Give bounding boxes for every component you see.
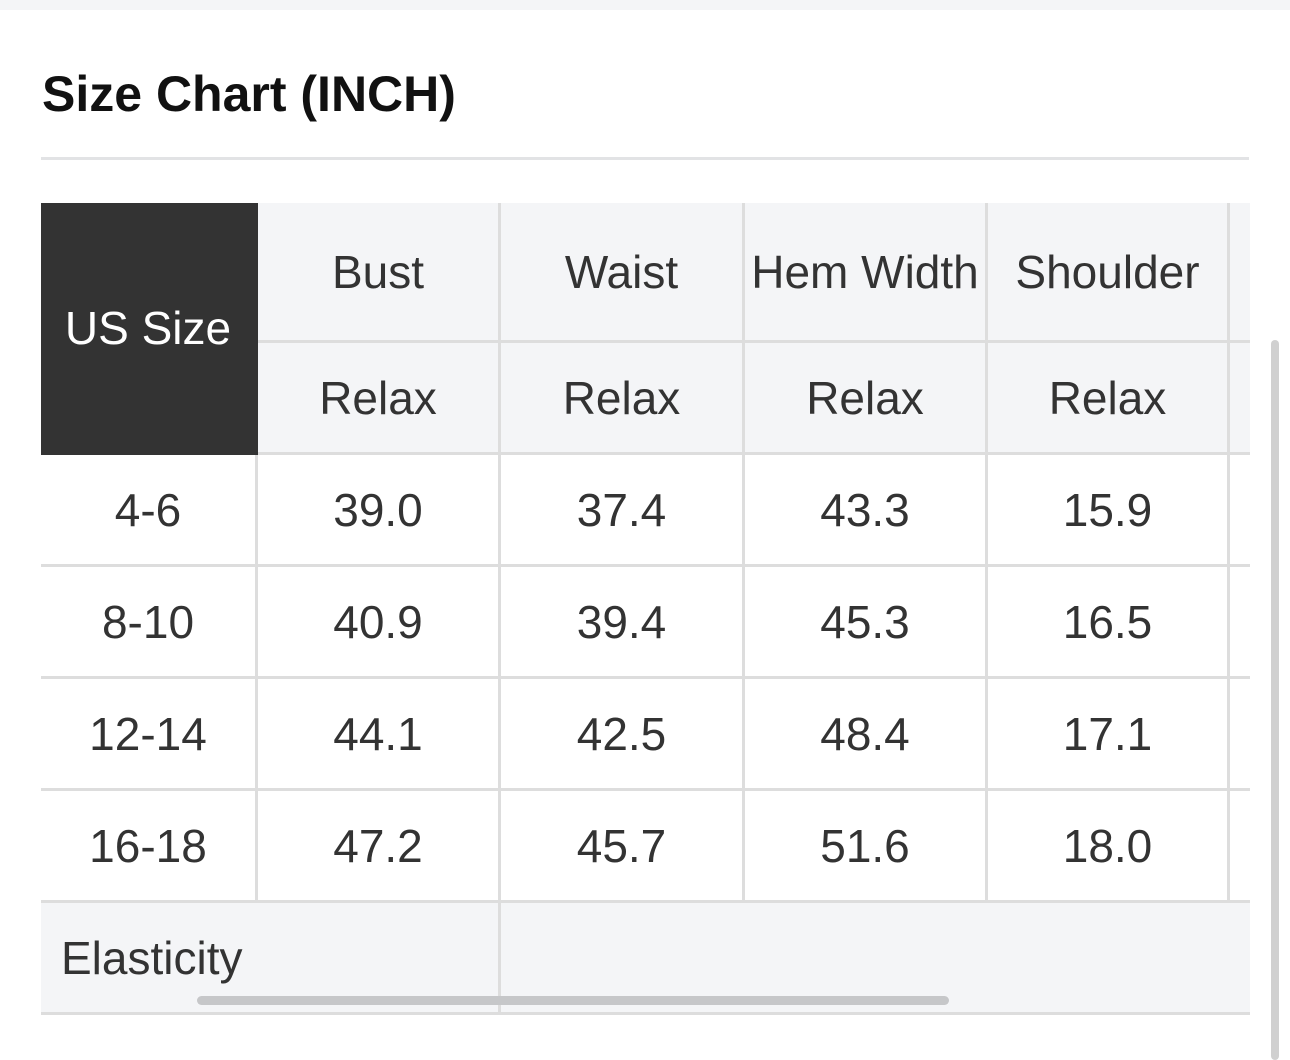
value-cell: 17.1 — [988, 679, 1230, 791]
value-cell: 48.4 — [745, 679, 988, 791]
value-cell: 39.0 — [258, 455, 501, 567]
subheader-relax: Relax — [258, 343, 501, 455]
subheader-relax: Relax — [501, 343, 745, 455]
vertical-scrollbar[interactable] — [1271, 340, 1279, 1060]
partial-cell — [1230, 567, 1250, 679]
partial-cell — [1230, 679, 1250, 791]
value-cell: 43.3 — [745, 455, 988, 567]
value-cell: 47.2 — [258, 791, 501, 903]
partial-cell — [1230, 455, 1250, 567]
value-cell: 39.4 — [501, 567, 745, 679]
size-cell: 8-10 — [41, 567, 258, 679]
column-header-waist: Waist — [501, 203, 745, 343]
value-cell: 16.5 — [988, 567, 1230, 679]
value-cell: 44.1 — [258, 679, 501, 791]
value-cell: 40.9 — [258, 567, 501, 679]
top-strip — [0, 0, 1290, 10]
value-cell: 45.7 — [501, 791, 745, 903]
size-cell: 12-14 — [41, 679, 258, 791]
size-cell: 16-18 — [41, 791, 258, 903]
value-cell: 51.6 — [745, 791, 988, 903]
column-header-bust: Bust — [258, 203, 501, 343]
partial-cell — [1230, 791, 1250, 903]
value-cell: 37.4 — [501, 455, 745, 567]
value-cell: 45.3 — [745, 567, 988, 679]
subheader-relax: Relax — [745, 343, 988, 455]
header-us-size: US Size — [41, 203, 258, 455]
subheader-relax: Relax — [988, 343, 1230, 455]
subheader-partial — [1230, 343, 1250, 455]
column-header-hem-width: Hem Width — [745, 203, 988, 343]
column-header-partial — [1230, 203, 1250, 343]
divider — [41, 157, 1249, 160]
size-chart-table[interactable]: US Size Bust Relax Waist Relax Hem Width Relax… — [41, 203, 1250, 1015]
value-cell: 15.9 — [988, 455, 1230, 567]
size-cell: 4-6 — [41, 455, 258, 567]
column-header-shoulder: Shoulder — [988, 203, 1230, 343]
value-cell: 42.5 — [501, 679, 745, 791]
value-cell: 18.0 — [988, 791, 1230, 903]
page-title: Size Chart (INCH) — [42, 66, 456, 122]
horizontal-scrollbar[interactable] — [197, 996, 949, 1005]
